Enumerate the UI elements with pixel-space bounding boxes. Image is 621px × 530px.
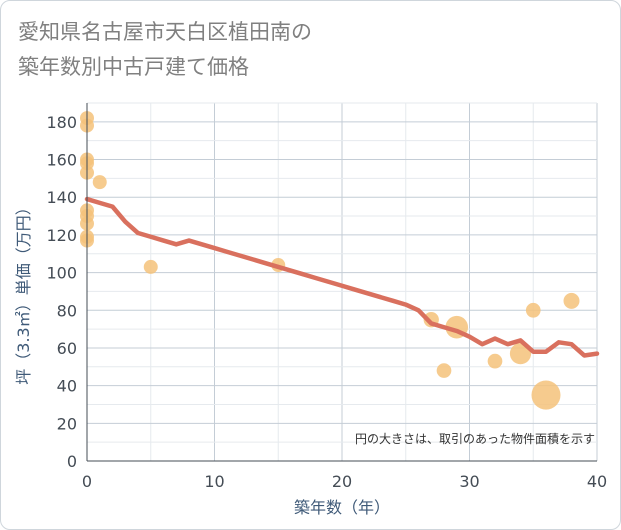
x-tick-label: 20 xyxy=(332,472,352,491)
data-point-bubble xyxy=(509,342,532,365)
y-tick-label: 120 xyxy=(46,226,77,245)
trend-line-series xyxy=(84,196,600,358)
y-tick-label: 80 xyxy=(57,301,77,320)
y-tick-label: 160 xyxy=(46,151,77,170)
bubble-size-note: 円の大きさは、取引のあった物件面積を示す xyxy=(355,431,595,446)
data-point-bubble xyxy=(92,175,107,190)
data-point-bubble xyxy=(436,363,452,378)
x-tick-label: 30 xyxy=(459,472,479,491)
series-line-average xyxy=(84,196,600,358)
x-tick-label: 10 xyxy=(204,472,224,491)
x-tick-label: 40 xyxy=(587,472,607,491)
axes xyxy=(86,103,597,462)
y-tick-label: 100 xyxy=(46,264,77,283)
y-tick-label: 40 xyxy=(57,377,77,396)
y-tick-label: 180 xyxy=(46,113,77,132)
bubble-series xyxy=(80,111,580,410)
y-axis-label: 坪（3.3㎡）単価（万円） xyxy=(14,199,33,384)
data-point-bubble xyxy=(143,259,158,274)
y-axis-ticks: 0 20 40 60 80 100 120 140 160 180 xyxy=(46,113,77,471)
chart-title-line-2: 築年数別中古戸建て価格 xyxy=(18,55,249,79)
y-tick-label: 0 xyxy=(67,452,77,471)
x-tick-label: 0 xyxy=(82,472,92,491)
data-point-bubble xyxy=(487,353,503,369)
y-tick-label: 140 xyxy=(46,188,77,207)
grid-lines xyxy=(86,102,598,462)
y-tick-label: 60 xyxy=(57,339,77,358)
chart-title-line-1: 愛知県名古屋市天白区植田南の xyxy=(18,20,312,44)
data-point-bubble xyxy=(563,292,580,309)
chart-title: 愛知県名古屋市天白区植田南の 築年数別中古戸建て価格 xyxy=(18,15,312,85)
data-point-bubble xyxy=(531,380,561,410)
x-axis-ticks: 0 10 20 30 40 xyxy=(82,472,607,491)
y-tick-label: 20 xyxy=(57,414,77,433)
x-axis-label: 築年数（年） xyxy=(294,498,390,517)
data-point-bubble xyxy=(525,302,541,318)
